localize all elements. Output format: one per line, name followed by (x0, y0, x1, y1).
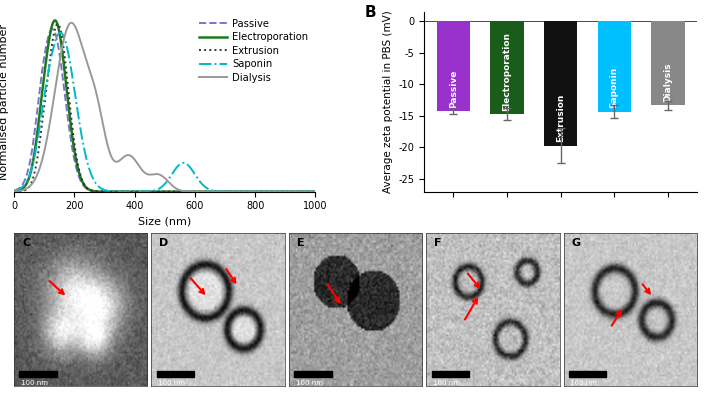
Bar (432, 371, 469, 377)
Electroporation (139, 189, 147, 194)
Extrusion (10, 189, 18, 194)
Passive (125, 189, 134, 194)
Saponin (125, 189, 134, 194)
Dialysis (311, 189, 320, 194)
Bar (491, 21, 524, 114)
Bar (651, 21, 684, 105)
Passive (62, 105, 70, 110)
Text: Extrusion: Extrusion (556, 94, 565, 143)
Y-axis label: Normalised particle number: Normalised particle number (0, 24, 8, 180)
Text: Saponin: Saponin (610, 67, 619, 108)
Dialysis (44, 128, 53, 133)
Dialysis (62, 28, 70, 33)
Bar (544, 21, 577, 146)
Electroporation (51, 18, 59, 23)
Electroporation (273, 189, 282, 194)
Electroporation (125, 189, 134, 194)
Text: 100 nm: 100 nm (570, 380, 597, 386)
Text: 100 nm: 100 nm (20, 380, 48, 386)
Text: D: D (160, 238, 169, 248)
Bar (294, 371, 332, 377)
Passive (306, 189, 314, 194)
Text: 100 nm: 100 nm (433, 380, 460, 386)
Saponin (62, 43, 70, 47)
Extrusion (139, 189, 147, 194)
Text: F: F (434, 238, 441, 248)
Text: 100 nm: 100 nm (296, 380, 322, 386)
Electroporation (44, 41, 53, 46)
Extrusion (306, 189, 314, 194)
Text: Dialysis: Dialysis (663, 62, 672, 102)
Passive (44, 34, 53, 39)
Saponin (44, 69, 53, 74)
Line: Passive: Passive (14, 29, 315, 191)
Extrusion (62, 70, 70, 74)
Text: G: G (572, 238, 581, 248)
Line: Extrusion: Extrusion (14, 24, 315, 191)
Electroporation (10, 189, 18, 194)
Bar (20, 371, 57, 377)
Dialysis (306, 189, 314, 194)
Saponin (139, 189, 147, 194)
Line: Saponin: Saponin (14, 33, 315, 191)
Dialysis (10, 189, 18, 194)
Line: Dialysis: Dialysis (14, 23, 315, 191)
Passive (139, 189, 147, 194)
Dialysis (139, 169, 147, 173)
Bar (157, 371, 194, 377)
Saponin (311, 189, 320, 194)
Passive (10, 188, 18, 193)
Passive (48, 27, 56, 32)
Passive (311, 189, 320, 194)
Extrusion (311, 189, 320, 194)
Electroporation (306, 189, 314, 194)
Text: Passive: Passive (449, 69, 458, 108)
Bar (598, 21, 631, 112)
Dialysis (125, 153, 134, 158)
Dialysis (67, 20, 75, 25)
Saponin (56, 30, 65, 35)
Text: *: * (557, 112, 564, 126)
Saponin (306, 189, 314, 194)
Y-axis label: Average zeta potential in PBS (mV): Average zeta potential in PBS (mV) (383, 10, 393, 193)
Saponin (273, 189, 282, 194)
Text: Electroporation: Electroporation (503, 32, 512, 111)
Bar (569, 371, 606, 377)
Electroporation (311, 189, 320, 194)
Electroporation (62, 85, 70, 89)
Text: C: C (22, 238, 30, 248)
X-axis label: Size (nm): Size (nm) (138, 217, 191, 227)
Extrusion (125, 189, 134, 194)
Bar (436, 21, 470, 111)
Extrusion (44, 69, 53, 74)
Text: B: B (365, 5, 376, 20)
Dialysis (273, 189, 282, 194)
Legend: Passive, Electroporation, Extrusion, Saponin, Dialysis: Passive, Electroporation, Extrusion, Sap… (197, 17, 310, 85)
Text: E: E (297, 238, 304, 248)
Extrusion (54, 22, 62, 26)
Text: 100 nm: 100 nm (158, 380, 185, 386)
Extrusion (273, 189, 282, 194)
Line: Electroporation: Electroporation (14, 20, 315, 191)
Passive (273, 189, 282, 194)
Saponin (10, 188, 18, 193)
